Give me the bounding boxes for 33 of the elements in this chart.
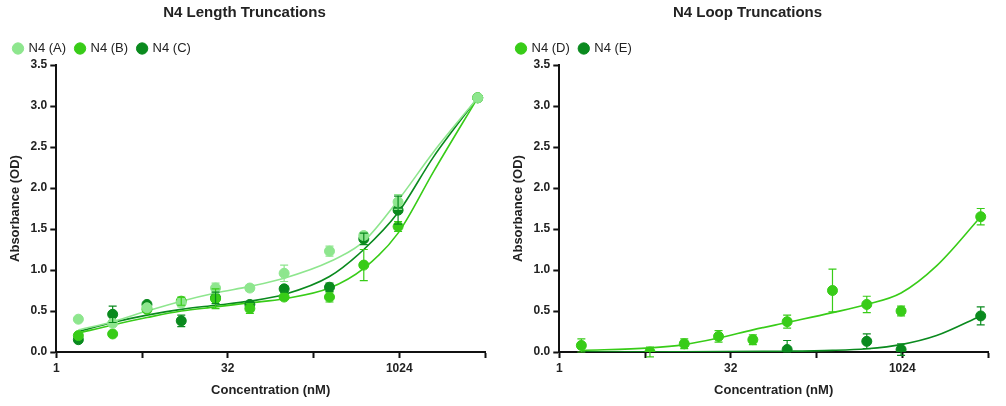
chart-title: N4 Loop Truncations (672, 3, 823, 21)
x-axis-title: Concentration (nM) (211, 381, 331, 397)
y-tick-label: 0.0 (533, 344, 551, 359)
y-axis-title: Absorbance (OD) (7, 155, 23, 262)
legend-label: N4 (B) (90, 40, 129, 56)
y-tick-label: 3.5 (533, 57, 551, 72)
x-tick-label: 32 (724, 360, 738, 375)
y-tick-label: 1.0 (533, 262, 551, 277)
y-tick-label: 0.5 (30, 303, 48, 318)
y-tick-label: 1.5 (533, 221, 551, 236)
legend-label: N4 (E) (594, 40, 632, 56)
legend-label: N4 (D) (531, 40, 570, 56)
x-tick-label: 1 (52, 360, 60, 375)
x-tick-label: 1024 (888, 360, 916, 375)
y-tick-label: 2.5 (30, 139, 48, 154)
y-tick-label: 2.0 (533, 180, 551, 195)
x-tick-label: 1 (555, 360, 563, 375)
x-tick-label: 1024 (385, 360, 413, 375)
y-tick-label: 1.5 (30, 221, 48, 236)
y-tick-label: 0.5 (533, 303, 551, 318)
y-tick-label: 2.0 (30, 180, 48, 195)
y-tick-label: 3.0 (30, 98, 48, 113)
legend-label: N4 (C) (152, 40, 191, 56)
x-tick-label: 32 (221, 360, 235, 375)
x-axis-title: Concentration (nM) (714, 381, 834, 397)
y-tick-label: 3.5 (30, 57, 48, 72)
y-tick-label: 3.0 (533, 98, 551, 113)
y-tick-label: 0.0 (30, 344, 48, 359)
y-tick-label: 2.5 (533, 139, 551, 154)
y-axis-title: Absorbance (OD) (510, 155, 526, 262)
chart-title: N4 Length Truncations (163, 3, 326, 21)
y-tick-label: 1.0 (30, 262, 48, 277)
legend-label: N4 (A) (28, 40, 67, 56)
